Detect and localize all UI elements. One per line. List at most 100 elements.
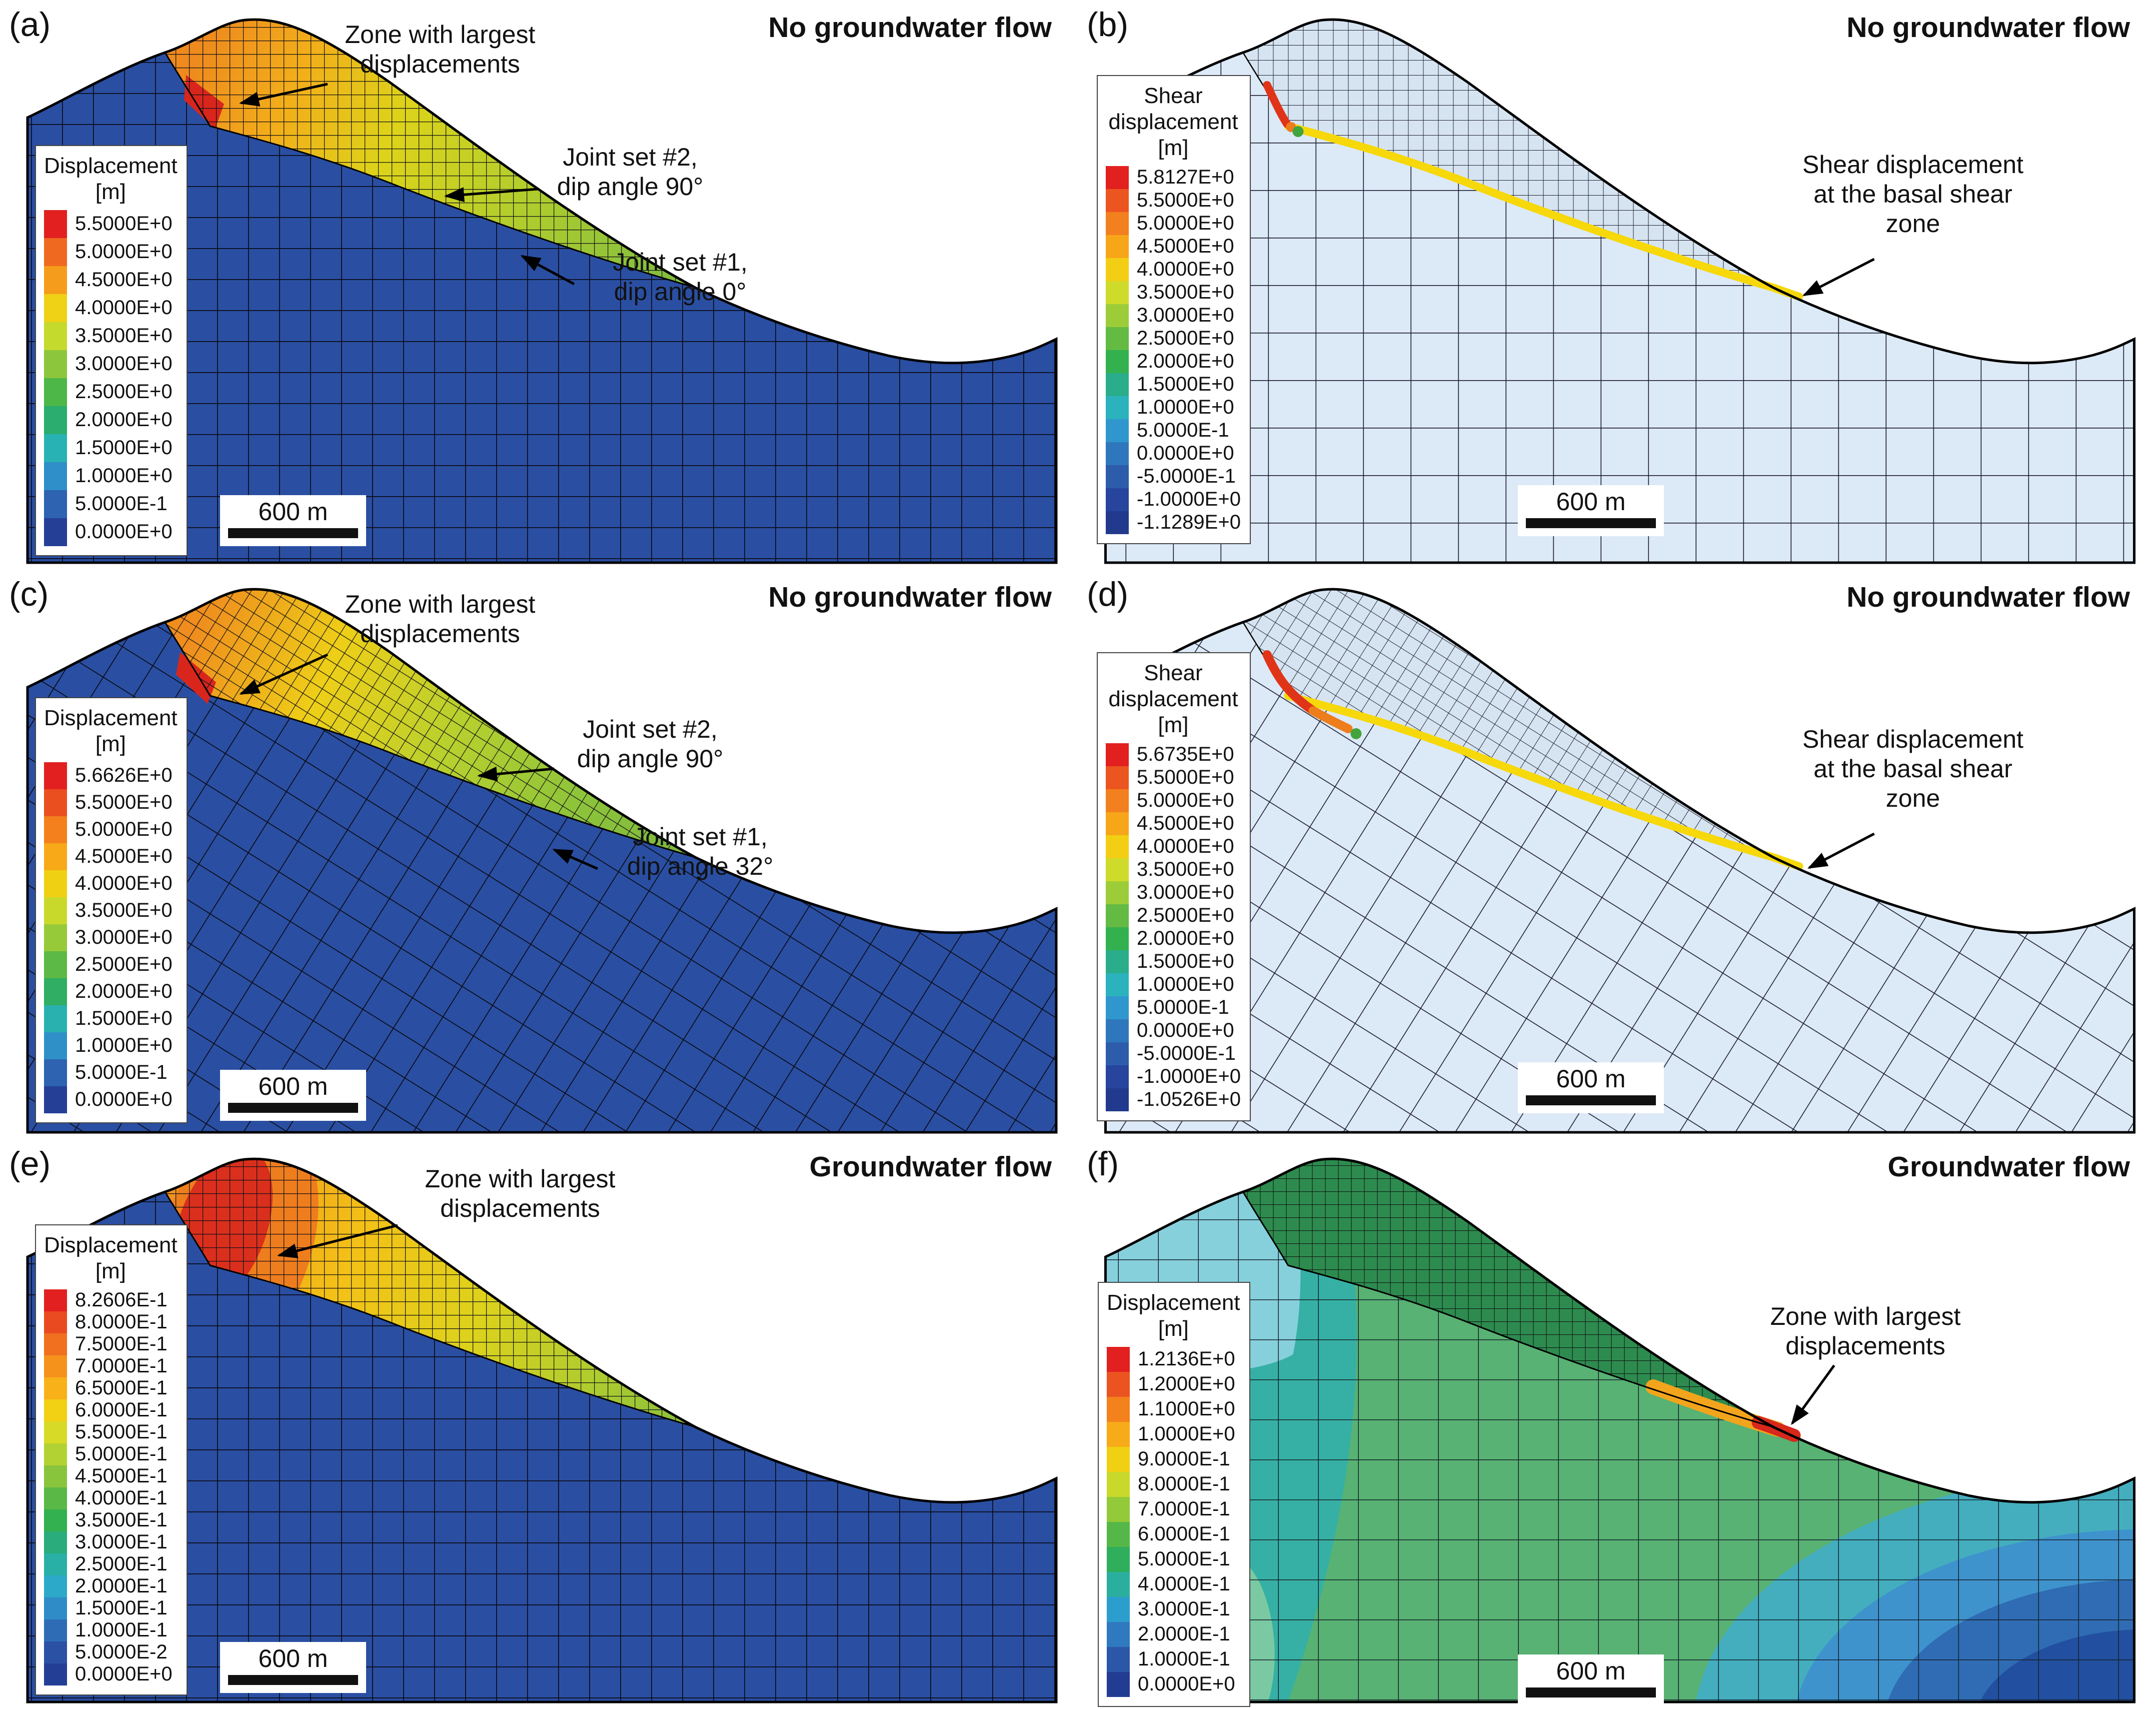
scale-bar-line xyxy=(1526,518,1656,528)
legend-entry: 4.5000E+0 xyxy=(1106,812,1241,835)
legend-swatch xyxy=(44,1619,67,1641)
legend-value: 5.8127E+0 xyxy=(1137,166,1234,189)
legend-entry: 3.5000E+0 xyxy=(44,322,178,350)
legend-swatch xyxy=(1106,281,1129,304)
panel-label: (e) xyxy=(9,1145,51,1183)
annotation-zone-largest-displacements: Zone with largest displacements xyxy=(345,590,536,648)
legend-entry: 3.0000E-1 xyxy=(1107,1596,1240,1622)
legend-value: 5.0000E-1 xyxy=(75,493,168,515)
legend-value: 6.0000E-1 xyxy=(75,1399,168,1421)
legend-value: 4.5000E+0 xyxy=(1137,235,1234,258)
legend-swatch xyxy=(1107,1671,1130,1697)
legend-entry: 1.0000E+0 xyxy=(1106,396,1241,419)
legend-entry: 1.2000E+0 xyxy=(1107,1371,1240,1397)
legend-value: 1.0000E-1 xyxy=(75,1619,168,1641)
legend-swatch xyxy=(1107,1396,1130,1422)
annotation-zone-largest-displacements: Zone with largest displacements xyxy=(425,1165,616,1222)
legend-value: 2.5000E+0 xyxy=(75,953,173,976)
legend-value: 2.5000E+0 xyxy=(1137,904,1234,927)
legend-swatch xyxy=(44,897,67,924)
legend-swatch xyxy=(44,1289,67,1311)
legend-entry: 7.5000E-1 xyxy=(44,1333,178,1355)
annotation-zone-largest-displacements: Zone with largest displacements xyxy=(345,21,536,78)
legend-value: 1.0000E+0 xyxy=(75,465,173,487)
legend-entry: 5.0000E-1 xyxy=(1107,1546,1240,1572)
legend-entry: 1.1000E+0 xyxy=(1107,1396,1240,1422)
legend-swatch xyxy=(44,350,67,378)
legend-value: 0.0000E+0 xyxy=(1137,1019,1234,1042)
legend-entries: 5.5000E+0 5.0000E+0 4.5000E+0 4.0000E+0 3.50… xyxy=(44,210,178,546)
legend-value: 6.0000E-1 xyxy=(1138,1523,1230,1545)
annotation-zone-largest-displacements: Zone with largest displacements xyxy=(1770,1302,1961,1360)
panel-c: (c) No groundwater flow Zone with larges… xyxy=(0,570,1078,1139)
scale-bar-label: 600 m xyxy=(1556,1065,1626,1093)
legend-entry: 3.0000E+0 xyxy=(44,350,178,378)
legend-entry: 5.0000E+0 xyxy=(44,238,178,266)
scale-bar-label: 600 m xyxy=(258,1644,328,1672)
legend-value: 5.5000E+0 xyxy=(75,213,173,235)
legend-swatch xyxy=(1106,442,1129,465)
legend: Displacement [m] 1.2136E+0 1.2000E+0 1.100… xyxy=(1098,1282,1250,1707)
legend-value: 4.0000E+0 xyxy=(75,297,173,319)
legend-entry: 4.0000E+0 xyxy=(1106,835,1241,858)
legend: Displacement [m] 5.6626E+0 5.5000E+0 5.000… xyxy=(35,697,188,1123)
legend-value: -1.1289E+0 xyxy=(1137,511,1241,534)
legend-value: 3.0000E+0 xyxy=(75,353,173,375)
legend-swatch xyxy=(44,1575,67,1597)
legend-entry: 0.0000E+0 xyxy=(1107,1671,1240,1697)
scale-bar-label: 600 m xyxy=(258,1072,328,1100)
legend-title: Shear displacement [m] xyxy=(1108,661,1238,737)
legend-value: 3.5000E+0 xyxy=(1137,858,1234,881)
legend-swatch xyxy=(1106,1065,1129,1088)
panel-d: (d) No groundwater flow Shear displaceme… xyxy=(1078,570,2156,1139)
scale-bar-line xyxy=(228,528,358,538)
legend-entry: 5.5000E+0 xyxy=(1106,766,1241,789)
legend-value: 5.5000E+0 xyxy=(1137,766,1234,789)
legend-swatch xyxy=(44,1399,67,1421)
legend-value: 5.0000E-1 xyxy=(75,1443,168,1465)
legend-entry: 1.5000E+0 xyxy=(1106,373,1241,396)
legend-title: Displacement [m] xyxy=(1107,1290,1240,1341)
legend-entry: 1.5000E+0 xyxy=(1106,950,1241,973)
legend-entry: 3.0000E+0 xyxy=(1106,881,1241,904)
legend-swatch xyxy=(1106,396,1129,419)
annotation-joint-set-2: Joint set #2, dip angle 90° xyxy=(557,143,704,201)
legend-value: -1.0000E+0 xyxy=(1137,488,1241,511)
legend-swatch xyxy=(1107,1571,1130,1597)
legend-entry: 2.5000E-1 xyxy=(44,1553,178,1575)
legend-swatch xyxy=(44,294,67,322)
legend-title: Displacement [m] xyxy=(44,1233,178,1283)
legend-value: 4.5000E+0 xyxy=(75,845,173,868)
annotation-arrow xyxy=(1802,258,1875,297)
annotation-joint-set-2: Joint set #2, dip angle 90° xyxy=(577,715,724,773)
legend-swatch xyxy=(44,1059,67,1086)
legend-swatch xyxy=(44,1333,67,1355)
legend-value: 5.0000E-1 xyxy=(1137,996,1229,1019)
legend-swatch xyxy=(1106,350,1129,373)
legend-value: 5.5000E-1 xyxy=(75,1421,168,1443)
legend-swatch xyxy=(1106,488,1129,511)
legend-swatch xyxy=(1107,1371,1130,1397)
legend-title: Displacement [m] xyxy=(44,706,178,756)
condition-title: Groundwater flow xyxy=(1887,1151,2130,1183)
legend-swatch xyxy=(1106,327,1129,350)
legend-entry: 5.0000E+0 xyxy=(1106,789,1241,812)
legend-swatch xyxy=(1106,465,1129,488)
legend-value: 2.0000E+0 xyxy=(1137,927,1234,950)
scale-bar: 600 m xyxy=(1518,1062,1664,1113)
legend-value: 4.0000E+0 xyxy=(1137,258,1234,281)
scale-bar-label: 600 m xyxy=(258,498,328,526)
legend-value: 9.0000E-1 xyxy=(1138,1448,1230,1470)
legend-value: 8.0000E-1 xyxy=(1138,1473,1230,1495)
legend-swatch xyxy=(1106,835,1129,858)
legend-title: Displacement [m] xyxy=(44,154,178,204)
legend-swatch xyxy=(44,1641,67,1663)
legend-value: 3.0000E+0 xyxy=(75,926,173,949)
legend-value: 5.0000E-1 xyxy=(1137,419,1229,442)
legend-value: 7.0000E-1 xyxy=(75,1355,168,1377)
annotation-joint-set-1: Joint set #1, dip angle 32° xyxy=(627,823,774,880)
legend-swatch xyxy=(44,789,67,816)
legend-value: 3.0000E+0 xyxy=(1137,881,1234,904)
legend-value: 0.0000E+0 xyxy=(75,1663,173,1685)
legend-swatch xyxy=(1107,1621,1130,1647)
